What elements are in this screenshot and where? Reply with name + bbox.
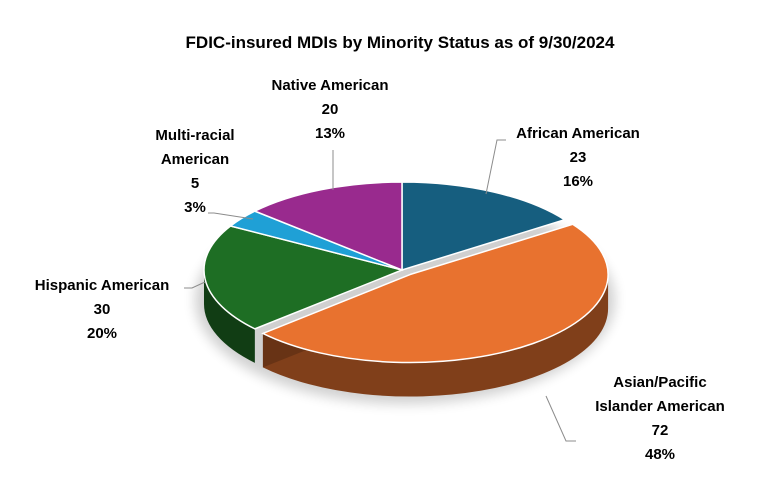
chart-title: FDIC-insured MDIs by Minority Status as …: [186, 33, 615, 52]
pie-slice: [401, 181, 567, 272]
slice-label-name: Islander American: [595, 398, 725, 415]
pie-slice: [253, 181, 403, 272]
slice-label: Multi-racial American 5 3%: [155, 127, 234, 216]
slice-label: Hispanic American 30 20%: [35, 277, 170, 342]
slice-label-percent: 48%: [645, 446, 675, 463]
pie-slice: [261, 223, 609, 364]
slice-label: African American 23 16%: [516, 125, 640, 190]
slice-label-value: 30: [94, 301, 111, 318]
slice-label-value: 5: [191, 175, 199, 192]
slice-label-name: Multi-racial: [155, 127, 234, 144]
slice-label-value: 72: [652, 422, 669, 439]
slice-label-value: 23: [570, 149, 587, 166]
slice-label-percent: 16%: [563, 173, 593, 190]
leader-line: [485, 139, 506, 195]
leader-line: [184, 281, 206, 289]
slice-label-percent: 13%: [315, 125, 345, 142]
pie-tops: [203, 181, 609, 364]
slice-label-name: American: [161, 151, 229, 168]
pie-labels: African American 23 16% Asian/Pacific Island…: [35, 77, 725, 463]
pie-slice-side: [204, 270, 255, 363]
slice-label-name: African American: [516, 125, 640, 142]
slice-label: Asian/Pacific Islander American 72 48%: [595, 374, 725, 463]
slice-label-name: Native American: [272, 77, 389, 94]
leader-line: [208, 212, 254, 220]
pie-slice: [203, 225, 405, 330]
slice-label-percent: 20%: [87, 325, 117, 342]
pie-slice-side: [262, 274, 609, 397]
slice-label-name: Asian/Pacific: [613, 374, 706, 391]
leader-line: [545, 395, 576, 442]
slice-label-name: Hispanic American: [35, 277, 170, 294]
slice-label: Native American 20 13%: [272, 77, 389, 142]
slice-label-percent: 3%: [184, 199, 206, 216]
slice-label-value: 20: [322, 101, 339, 118]
